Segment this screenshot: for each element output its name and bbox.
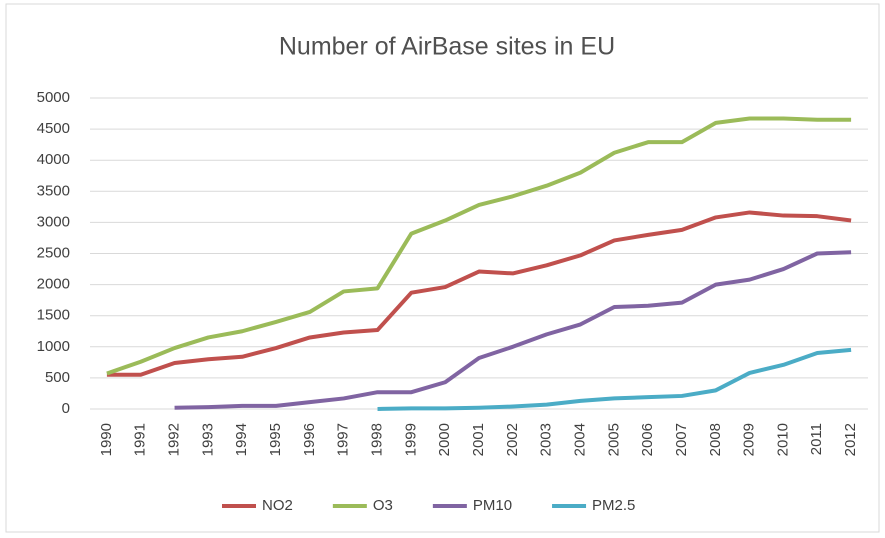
y-tick-label: 1500: [37, 307, 70, 324]
y-tick-label: 5000: [37, 89, 70, 106]
x-tick-label: 2003: [538, 423, 555, 456]
x-tick-label: 2011: [808, 423, 825, 455]
x-tick-label: 1994: [233, 423, 250, 456]
y-tick-label: 3500: [37, 182, 70, 199]
x-tick-label: 1990: [98, 423, 115, 456]
legend-label: NO2: [262, 497, 293, 514]
x-tick-label: 2009: [741, 423, 758, 456]
y-tick-label: 1000: [37, 338, 70, 355]
x-tick-label: 2005: [605, 423, 622, 456]
legend-label: PM10: [473, 497, 512, 514]
x-tick-label: 1998: [368, 423, 385, 456]
x-tick-label: 2000: [436, 423, 453, 456]
y-tick-label: 4500: [37, 120, 70, 137]
x-tick-label: 2001: [470, 423, 487, 456]
legend-label: PM2.5: [592, 497, 635, 514]
y-tick-label: 3000: [37, 213, 70, 230]
y-tick-label: 2000: [37, 276, 70, 293]
chart-border: [5, 3, 880, 533]
x-tick-label: 1995: [267, 423, 284, 456]
x-tick-label: 2004: [571, 423, 588, 456]
x-tick-label: 2008: [707, 423, 724, 456]
y-tick-label: 500: [45, 369, 70, 386]
series-line: [106, 210, 852, 377]
x-tick-label: 1997: [335, 423, 352, 456]
y-tick-label: 0: [62, 400, 70, 417]
x-tick-label: 2010: [774, 423, 791, 456]
x-tick-label: 2002: [504, 423, 521, 456]
x-tick-label: 1992: [166, 423, 183, 456]
x-tick-label: 2006: [639, 423, 656, 456]
x-tick-label: 1999: [402, 423, 419, 456]
x-tick-label: 2007: [673, 423, 690, 456]
y-tick-label: 4000: [37, 151, 70, 168]
x-tick-label: 2012: [842, 423, 859, 456]
legend-label: O3: [373, 497, 393, 514]
x-tick-label: 1991: [132, 423, 149, 456]
series-line: [377, 347, 852, 411]
series-line: [106, 116, 852, 376]
series-line: [174, 250, 852, 410]
chart-title: Number of AirBase sites in EU: [279, 33, 615, 61]
x-tick-label: 1996: [301, 423, 318, 456]
y-tick-label: 2500: [37, 244, 70, 261]
x-tick-label: 1993: [199, 423, 216, 456]
